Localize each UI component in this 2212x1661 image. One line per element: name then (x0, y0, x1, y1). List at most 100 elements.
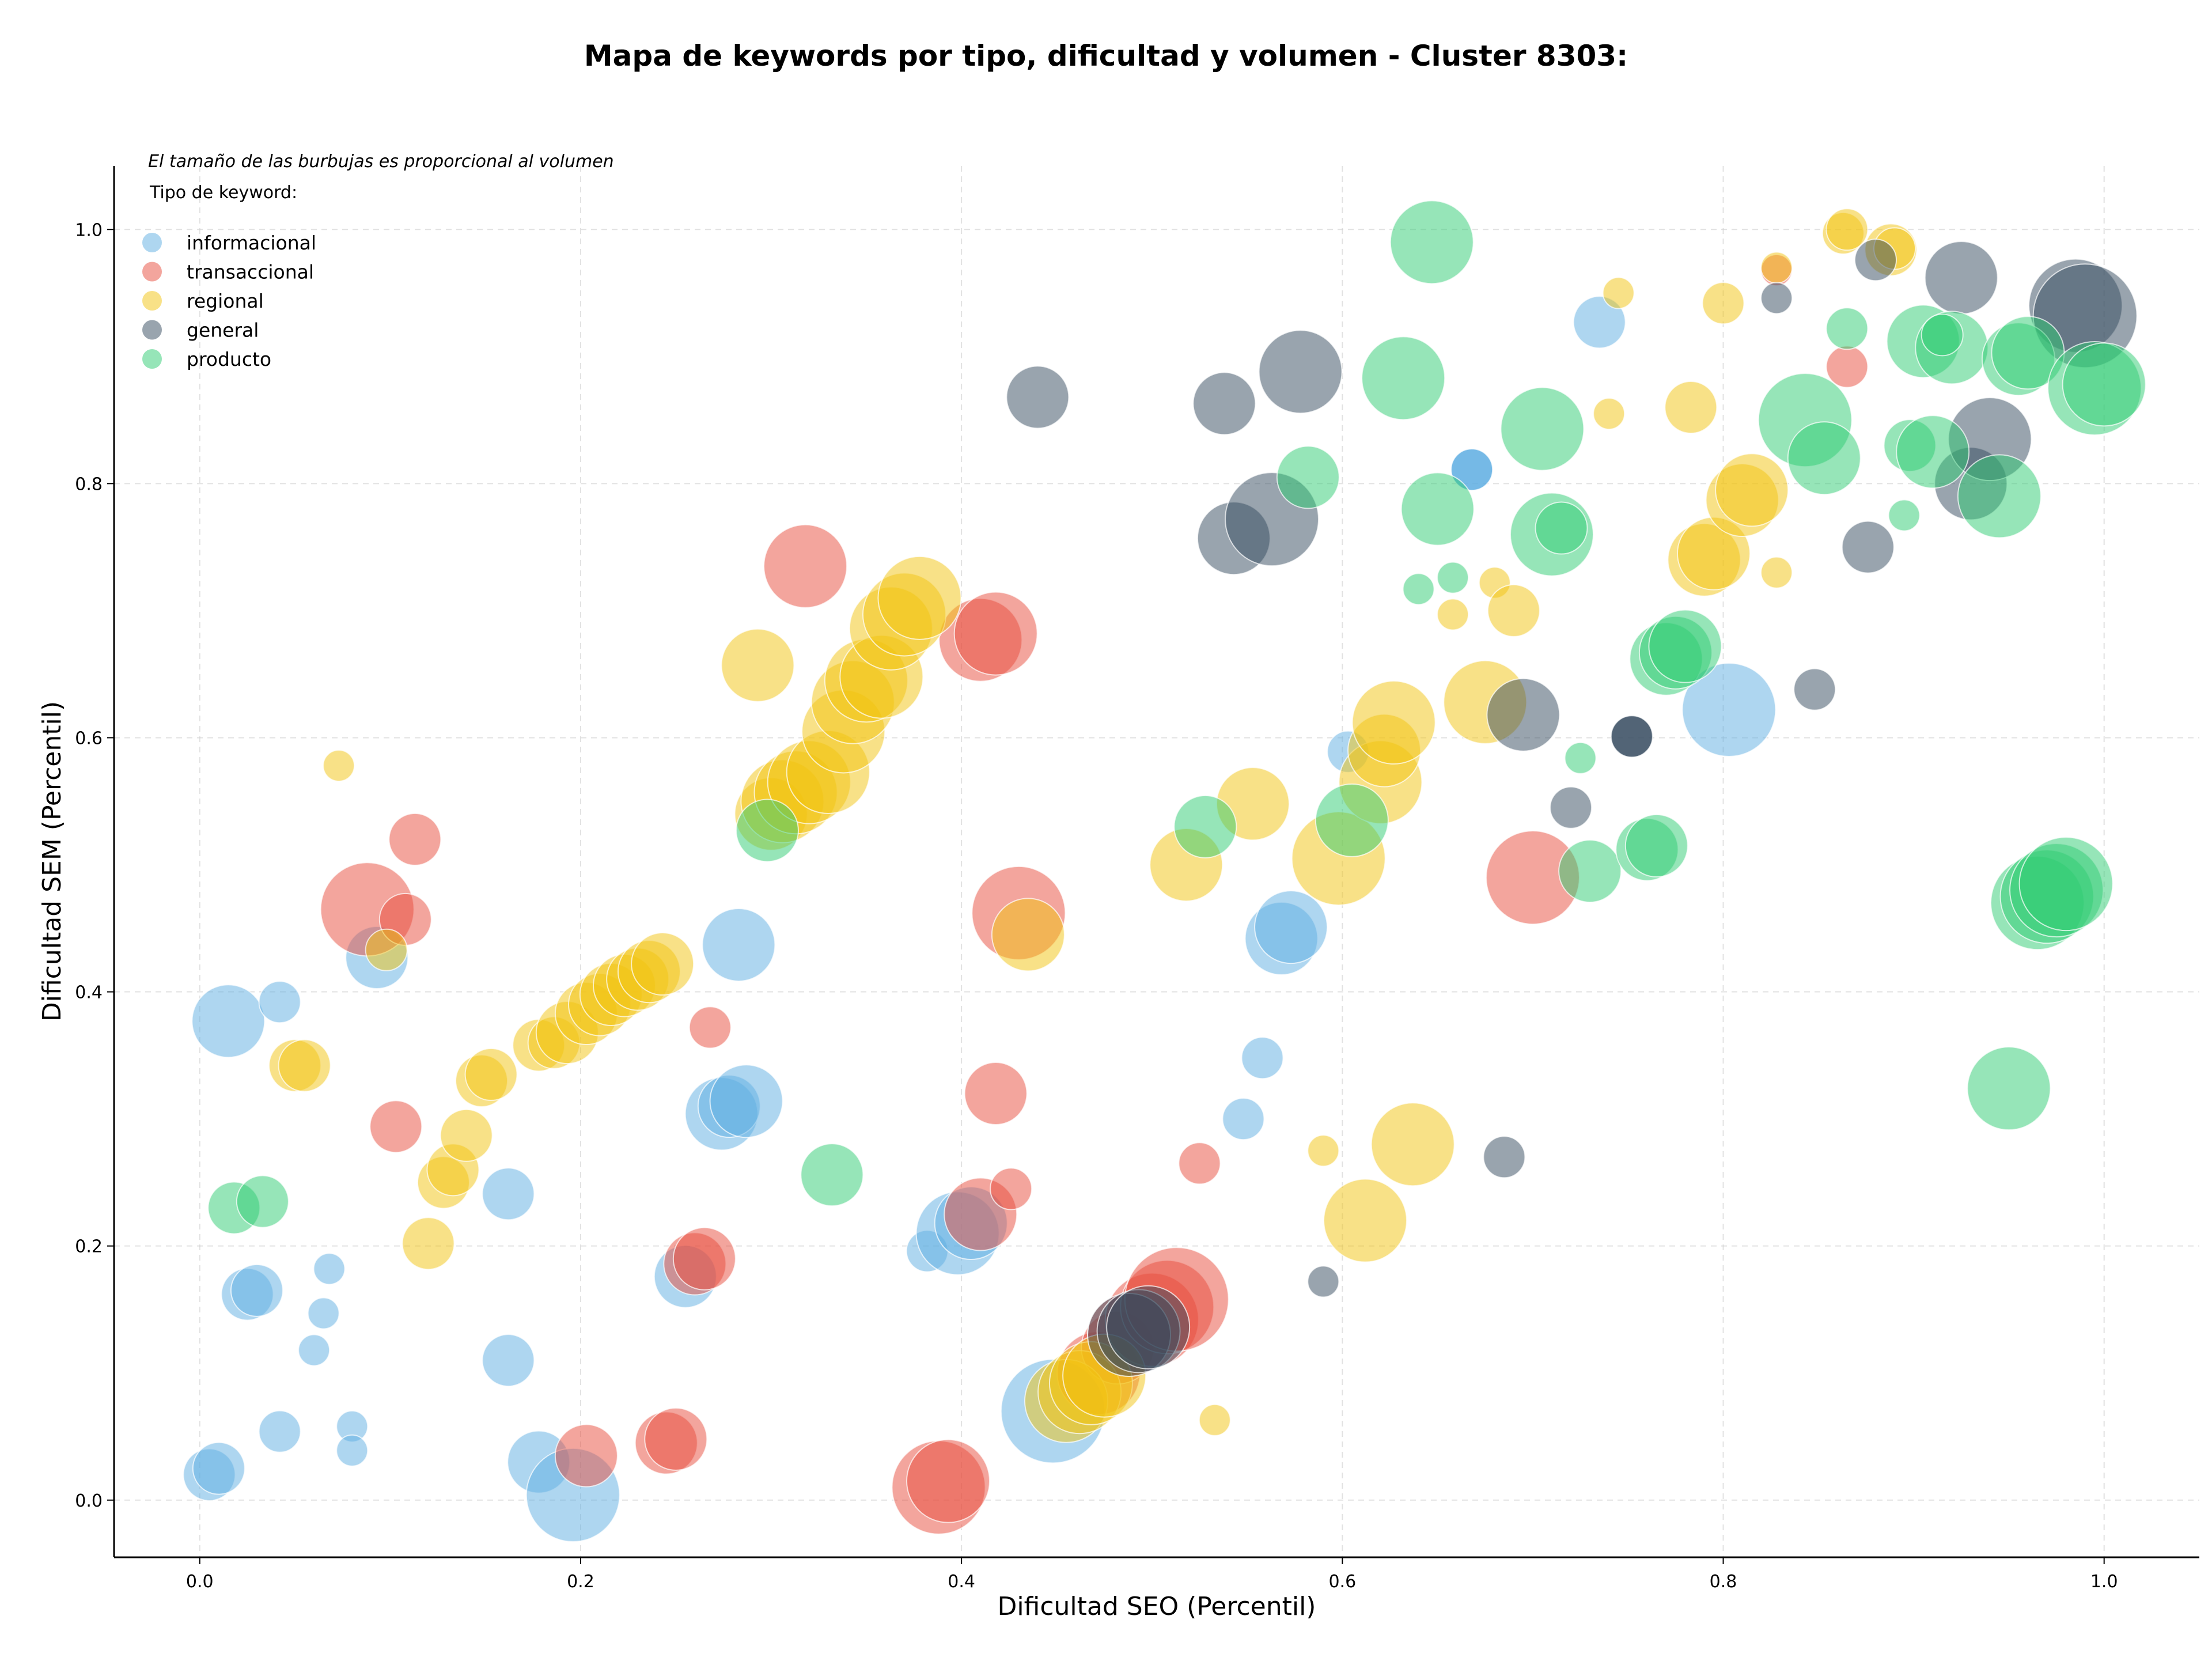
x-tick-label: 0.0 (186, 1572, 214, 1592)
bubble-regional (1370, 1102, 1455, 1187)
bubble-informacional (1450, 448, 1494, 491)
axes (113, 166, 2199, 1558)
series-producto (207, 200, 2146, 1235)
bubble-regional (1664, 381, 1718, 434)
bubble-transaccional (1178, 1142, 1221, 1185)
bubble-regional (365, 928, 408, 971)
bubble-producto (1787, 421, 1861, 495)
x-tick-label: 0.6 (1328, 1572, 1356, 1592)
legend-label: transaccional (187, 261, 314, 283)
bubble-regional (323, 749, 355, 782)
bubble-producto (236, 1175, 289, 1228)
bubble-regional (1351, 680, 1436, 765)
bubble-general (1793, 668, 1836, 711)
bubble-producto (1389, 200, 1474, 285)
x-tick-label: 1.0 (2090, 1572, 2118, 1592)
bubble-informacional (230, 1263, 283, 1317)
bubble-transaccional (369, 1100, 423, 1153)
bubble-informacional (1573, 296, 1626, 349)
y-tick-label: 0.6 (75, 728, 103, 748)
bubble-general (1192, 372, 1256, 436)
bubble-producto (1315, 783, 1389, 857)
bubble-general (1483, 1136, 1526, 1179)
bubble-informacional (1241, 1036, 1284, 1080)
bubble-regional (1760, 556, 1793, 589)
bubble-producto (1500, 387, 1585, 471)
legend-marker (142, 262, 162, 282)
bubble-informacional (313, 1253, 346, 1285)
bubble-regional (402, 1217, 455, 1270)
y-tick-label: 0.4 (75, 983, 103, 1003)
bubble-general (1486, 678, 1560, 752)
bubble-general (1854, 239, 1897, 282)
bubble-regional (464, 1047, 518, 1101)
bubble-producto (2018, 837, 2113, 932)
legend-item-producto: producto (142, 348, 271, 370)
bubble-general (1610, 715, 1653, 758)
bubble-regional (1825, 208, 1869, 251)
bubble-general (1006, 365, 1070, 429)
bubble-producto (1173, 794, 1237, 858)
bubble-producto (1437, 561, 1469, 594)
series-regional (268, 208, 1918, 1443)
legend-label: informacional (187, 232, 316, 254)
legend-marker (142, 233, 162, 252)
legend-item-general: general (142, 319, 259, 342)
y-tick-label: 0.0 (75, 1491, 103, 1511)
bubbles (183, 200, 2146, 1542)
y-tick-label: 1.0 (75, 220, 103, 240)
legend-marker (142, 320, 162, 340)
chart-title: Mapa de keywords por tipo, dificultad y … (584, 39, 1628, 73)
bubble-transaccional (1825, 345, 1869, 388)
legend-label: producto (187, 348, 271, 370)
bubble-informacional (258, 981, 301, 1024)
bubble-informacional (1254, 890, 1328, 964)
bubble-informacional (709, 1064, 783, 1138)
bubble-transaccional (554, 1424, 618, 1488)
bubble-regional (1323, 1178, 1407, 1263)
bubble-informacional (307, 1297, 340, 1330)
y-tick-label: 0.2 (75, 1237, 103, 1257)
bubble-regional (1198, 1403, 1231, 1436)
bubble-producto (800, 1143, 864, 1207)
legend-marker (142, 291, 162, 311)
bubble-producto (1896, 415, 1970, 489)
bubble-transaccional (644, 1407, 708, 1471)
y-axis-label: Dificultad SEM (Percentil) (37, 701, 67, 1021)
bubble-informacional (702, 907, 776, 982)
legend-marker (142, 349, 162, 369)
bubble-producto (1558, 839, 1622, 903)
legend-label: regional (187, 290, 264, 312)
ticks: 0.0 0.2 0.4 0.6 0.8 1.0 0.0 0.2 0.4 0.6 0.8 1.0 (75, 220, 2118, 1592)
bubble-regional (1307, 1134, 1340, 1167)
bubble-transaccional (672, 1227, 736, 1291)
bubble-general (1841, 520, 1895, 574)
bubble-regional (721, 628, 795, 702)
bubble-producto (1921, 313, 1964, 357)
bubble-regional (1602, 277, 1635, 309)
bubble-general (1550, 786, 1593, 829)
x-tick-label: 0.8 (1710, 1572, 1737, 1592)
legend-item-regional: regional (142, 290, 264, 312)
bubble-informacional (191, 984, 266, 1058)
bubble-producto (1564, 741, 1597, 774)
bubble-producto (1648, 609, 1722, 683)
bubble-transaccional (990, 1167, 1033, 1210)
bubble-informacional (482, 1334, 535, 1387)
bubble-general (1307, 1265, 1340, 1298)
legend-item-informacional: informacional (142, 232, 316, 254)
x-tick-label: 0.2 (567, 1572, 594, 1592)
bubble-producto (1535, 501, 1588, 555)
bubble-general (1924, 241, 1998, 315)
bubble-transaccional (388, 812, 442, 866)
bubble-informacional (336, 1434, 369, 1467)
bubble-regional (877, 555, 962, 640)
bubble-transaccional (953, 591, 1038, 676)
bubble-informacional (298, 1334, 331, 1367)
bubble-informacional (482, 1167, 535, 1221)
legend: informacional transaccional regional genera… (142, 232, 316, 370)
bubble-regional (278, 1039, 331, 1092)
legend-title: Tipo de keyword: (149, 183, 297, 203)
bubble-regional (1715, 453, 1789, 527)
bubble-producto (1400, 472, 1475, 546)
